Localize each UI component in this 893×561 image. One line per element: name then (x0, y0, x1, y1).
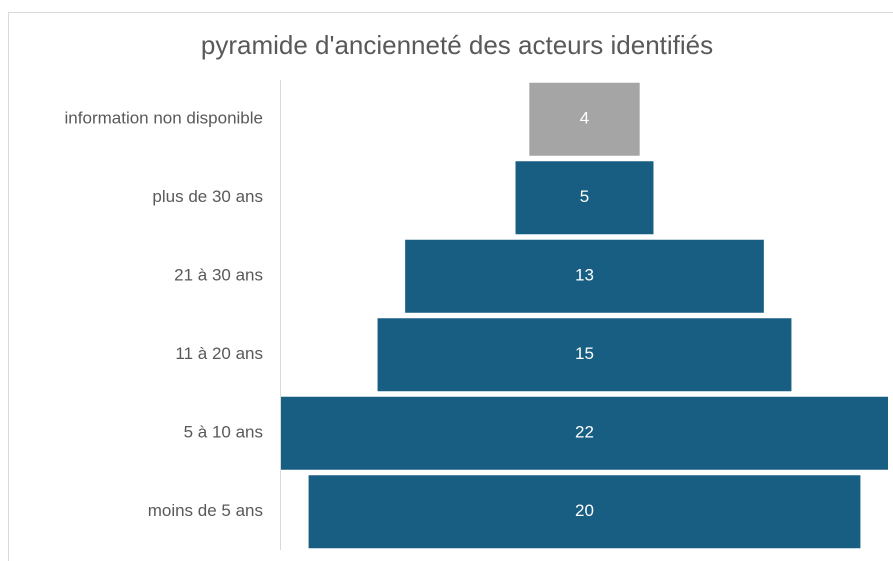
data-label: 13 (575, 266, 594, 285)
category-label: 21 à 30 ans (174, 266, 263, 285)
bar (515, 161, 654, 235)
category-label: 11 à 20 ans (175, 344, 263, 363)
category-label: information non disponible (65, 109, 263, 128)
category-label: plus de 30 ans (152, 187, 263, 206)
data-label: 5 (580, 187, 589, 206)
bar (281, 396, 888, 470)
category-label: 5 à 10 ans (184, 423, 263, 442)
bar (529, 82, 640, 156)
data-label: 4 (580, 109, 589, 128)
data-label: 22 (575, 423, 594, 442)
data-label: 15 (575, 344, 594, 363)
bar (377, 318, 792, 392)
bar (308, 475, 861, 549)
chart-title: pyramide d'ancienneté des acteurs identi… (201, 30, 713, 60)
category-label: moins de 5 ans (148, 501, 263, 520)
data-label: 20 (575, 501, 594, 520)
bar (405, 239, 764, 313)
